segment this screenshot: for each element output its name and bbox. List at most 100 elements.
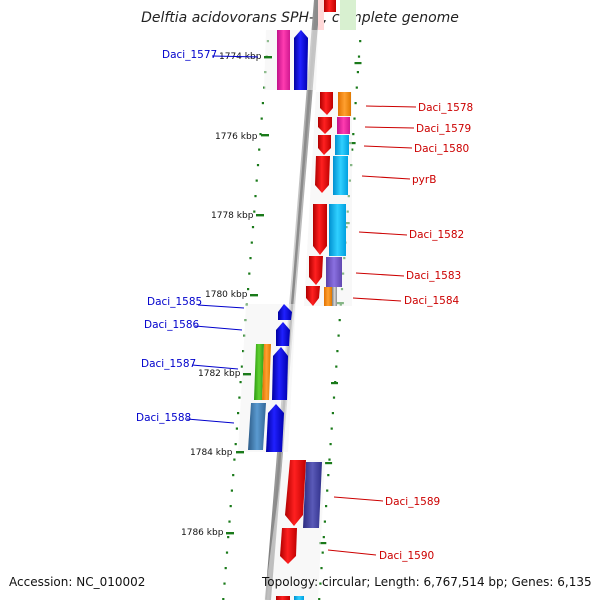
topology-text: Topology: circular; Length: 6,767,514 bp… [262,575,592,589]
label-daci-1587[interactable]: Daci_1587 [141,358,196,370]
gene-daci-1580[interactable] [318,135,331,155]
gene-daci-1577b-front[interactable] [294,30,308,90]
gene-daci-1582-partner[interactable] [329,204,346,256]
label-leader [358,231,408,236]
label-pyrb[interactable]: pyrB [412,174,436,186]
track-dot [355,86,358,89]
label-daci-1586[interactable]: Daci_1586 [144,319,200,331]
label-daci-1589[interactable]: Daci_1589 [385,496,440,508]
gene-daci-1578-partner[interactable] [338,92,351,116]
genome-backbone-core [266,0,319,600]
track-dot [228,520,231,523]
tick-mark [256,214,264,217]
label-leader [191,364,239,370]
label-daci-1583[interactable]: Daci_1583 [406,270,461,282]
gene-daci-1585[interactable] [278,304,292,320]
label-leader [327,549,377,556]
track-dot [321,551,324,554]
track-dot [240,365,243,368]
gene-pyrb[interactable] [315,156,330,193]
label-daci-1590[interactable]: Daci_1590 [379,550,434,562]
track-dot [253,210,256,213]
track-dot [256,164,260,167]
label-leader [333,496,384,502]
label-daci-1585[interactable]: Daci_1585 [147,296,202,308]
scale-ticks [226,56,272,535]
gene-daci-1584[interactable] [306,286,320,306]
gene-daci-1579-partner[interactable] [337,117,350,134]
label-daci-1584[interactable]: Daci_1584 [404,295,460,307]
track-dot [335,365,338,368]
track-dot [337,334,340,337]
gene-daci-1587b[interactable] [262,344,271,400]
gene-daci-1587[interactable] [272,347,288,400]
track-dot [336,350,339,353]
track-dot [259,133,262,136]
track-dot [234,443,237,446]
track-dot [325,505,328,508]
track-dot [326,489,329,492]
tick-label-1786: 1786 kbp [181,528,224,538]
track-dot [225,551,229,554]
track-dot [229,505,232,508]
track-dot [233,458,236,461]
label-daci-1579[interactable]: Daci_1579 [416,123,471,135]
gene-feature-shadow [340,0,356,30]
gene-daci-1584-partner2[interactable] [332,287,337,306]
track-dash [331,382,338,385]
gene-daci-1578[interactable] [320,92,333,115]
gene-shadow [264,30,318,90]
label-leader [352,297,402,302]
gene-daci-1586[interactable] [276,322,290,346]
gene-daci-1582[interactable] [313,204,327,255]
track-dot [322,536,325,539]
gene-daci-1588a[interactable] [248,403,266,450]
label-leader [363,145,413,149]
track-dot [238,396,241,399]
label-daci-1588[interactable]: Daci_1588 [136,412,191,424]
gene-daci-next[interactable] [276,596,290,600]
track-dot [331,412,334,415]
track-dot [254,195,257,198]
gene-feature[interactable] [324,0,336,12]
reverse-labels: Daci_1577 Daci_1585 Daci_1586 Daci_1587 … [136,49,259,424]
track-dot [255,179,258,182]
gene-daci-1589[interactable] [285,460,306,526]
gene-daci-1583[interactable] [309,256,323,285]
track-dot [338,319,341,322]
gene-daci-next-partner[interactable] [294,596,304,600]
gene-daci-1577-front[interactable] [277,30,290,90]
gene-daci-1587a[interactable] [254,344,264,400]
track-dot [352,133,355,136]
gene-daci-1590[interactable] [280,528,297,564]
track-dash [348,142,356,145]
label-leader [361,175,411,180]
label-daci-1577[interactable]: Daci_1577 [162,49,217,61]
tick-mark [250,294,258,297]
gene-daci-1580-partner[interactable] [335,135,349,155]
tick-label-1778: 1778 kbp [211,211,254,221]
track-dot [224,567,227,570]
label-daci-1580[interactable]: Daci_1580 [414,143,469,155]
gene-daci-1588[interactable] [266,404,284,452]
tick-mark [226,532,234,535]
label-leader [194,325,243,331]
track-dot [328,458,331,461]
track-dot [227,536,230,539]
track-dot [239,381,242,384]
tick-mark [264,56,272,59]
gene-daci-1583-partner[interactable] [326,257,342,287]
gene-daci-1584-partner[interactable] [324,287,332,306]
gene-daci-1579[interactable] [318,117,332,134]
track-dot [232,474,235,477]
label-daci-1582[interactable]: Daci_1582 [409,229,464,241]
track-dot [250,241,253,244]
gene-daci-1589-partner[interactable] [303,462,322,528]
track-dot [357,55,361,58]
left-dotted-track [222,40,269,600]
gene-pyrb-partner[interactable] [333,156,348,195]
track-dot [242,350,245,353]
track-dot [258,148,261,151]
label-daci-1578[interactable]: Daci_1578 [418,102,473,114]
